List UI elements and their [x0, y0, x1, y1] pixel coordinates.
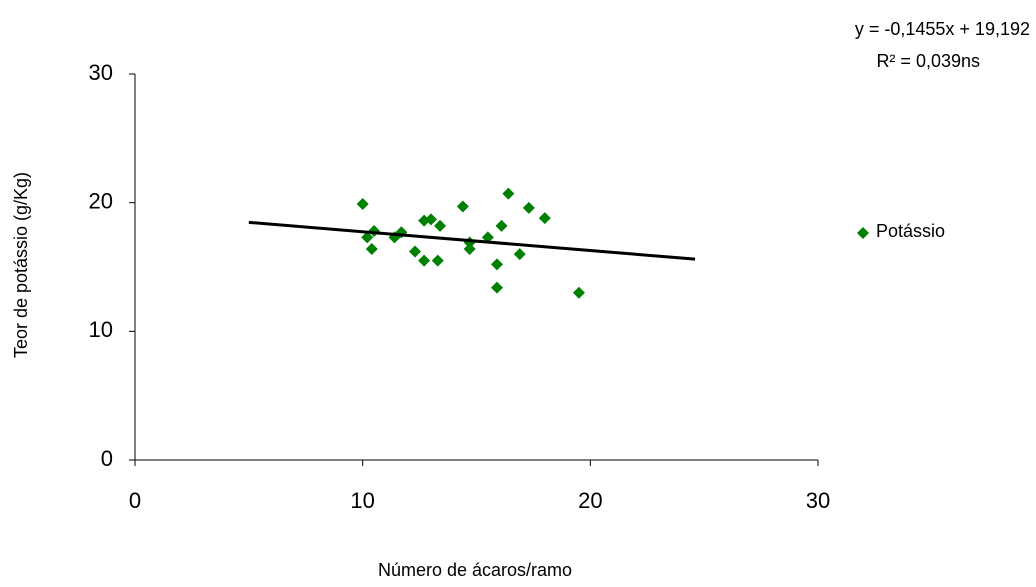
point	[365, 242, 378, 255]
y-tick-label: 0	[101, 446, 113, 471]
point	[495, 219, 508, 232]
point	[490, 258, 503, 271]
legend-label: Potássio	[876, 221, 945, 241]
point	[522, 201, 535, 214]
point	[538, 212, 551, 225]
x-tick-label: 20	[578, 488, 602, 513]
point	[356, 197, 369, 210]
r-squared: R² = 0,039ns	[876, 51, 980, 71]
trend-equation: y = -0,1455x + 19,192	[855, 19, 1030, 39]
point	[463, 242, 476, 255]
point	[502, 187, 515, 200]
y-tick-label: 20	[89, 188, 113, 213]
y-tick-label: 30	[89, 60, 113, 85]
trendline	[248, 220, 696, 261]
point	[490, 281, 503, 294]
y-tick-label: 10	[89, 317, 113, 342]
point	[431, 254, 444, 267]
x-tick-label: 30	[806, 488, 830, 513]
legend-marker	[857, 227, 869, 239]
point	[361, 231, 374, 244]
x-tick-label: 0	[129, 488, 141, 513]
point	[456, 200, 469, 213]
point	[513, 248, 526, 261]
point	[572, 286, 585, 299]
point	[409, 245, 422, 258]
point	[434, 219, 447, 232]
x-axis-label: Número de ácaros/ramo	[378, 560, 572, 580]
point	[418, 254, 431, 267]
point	[424, 213, 437, 226]
x-tick-label: 10	[350, 488, 374, 513]
y-axis-label: Teor de potássio (g/Kg)	[11, 172, 31, 358]
